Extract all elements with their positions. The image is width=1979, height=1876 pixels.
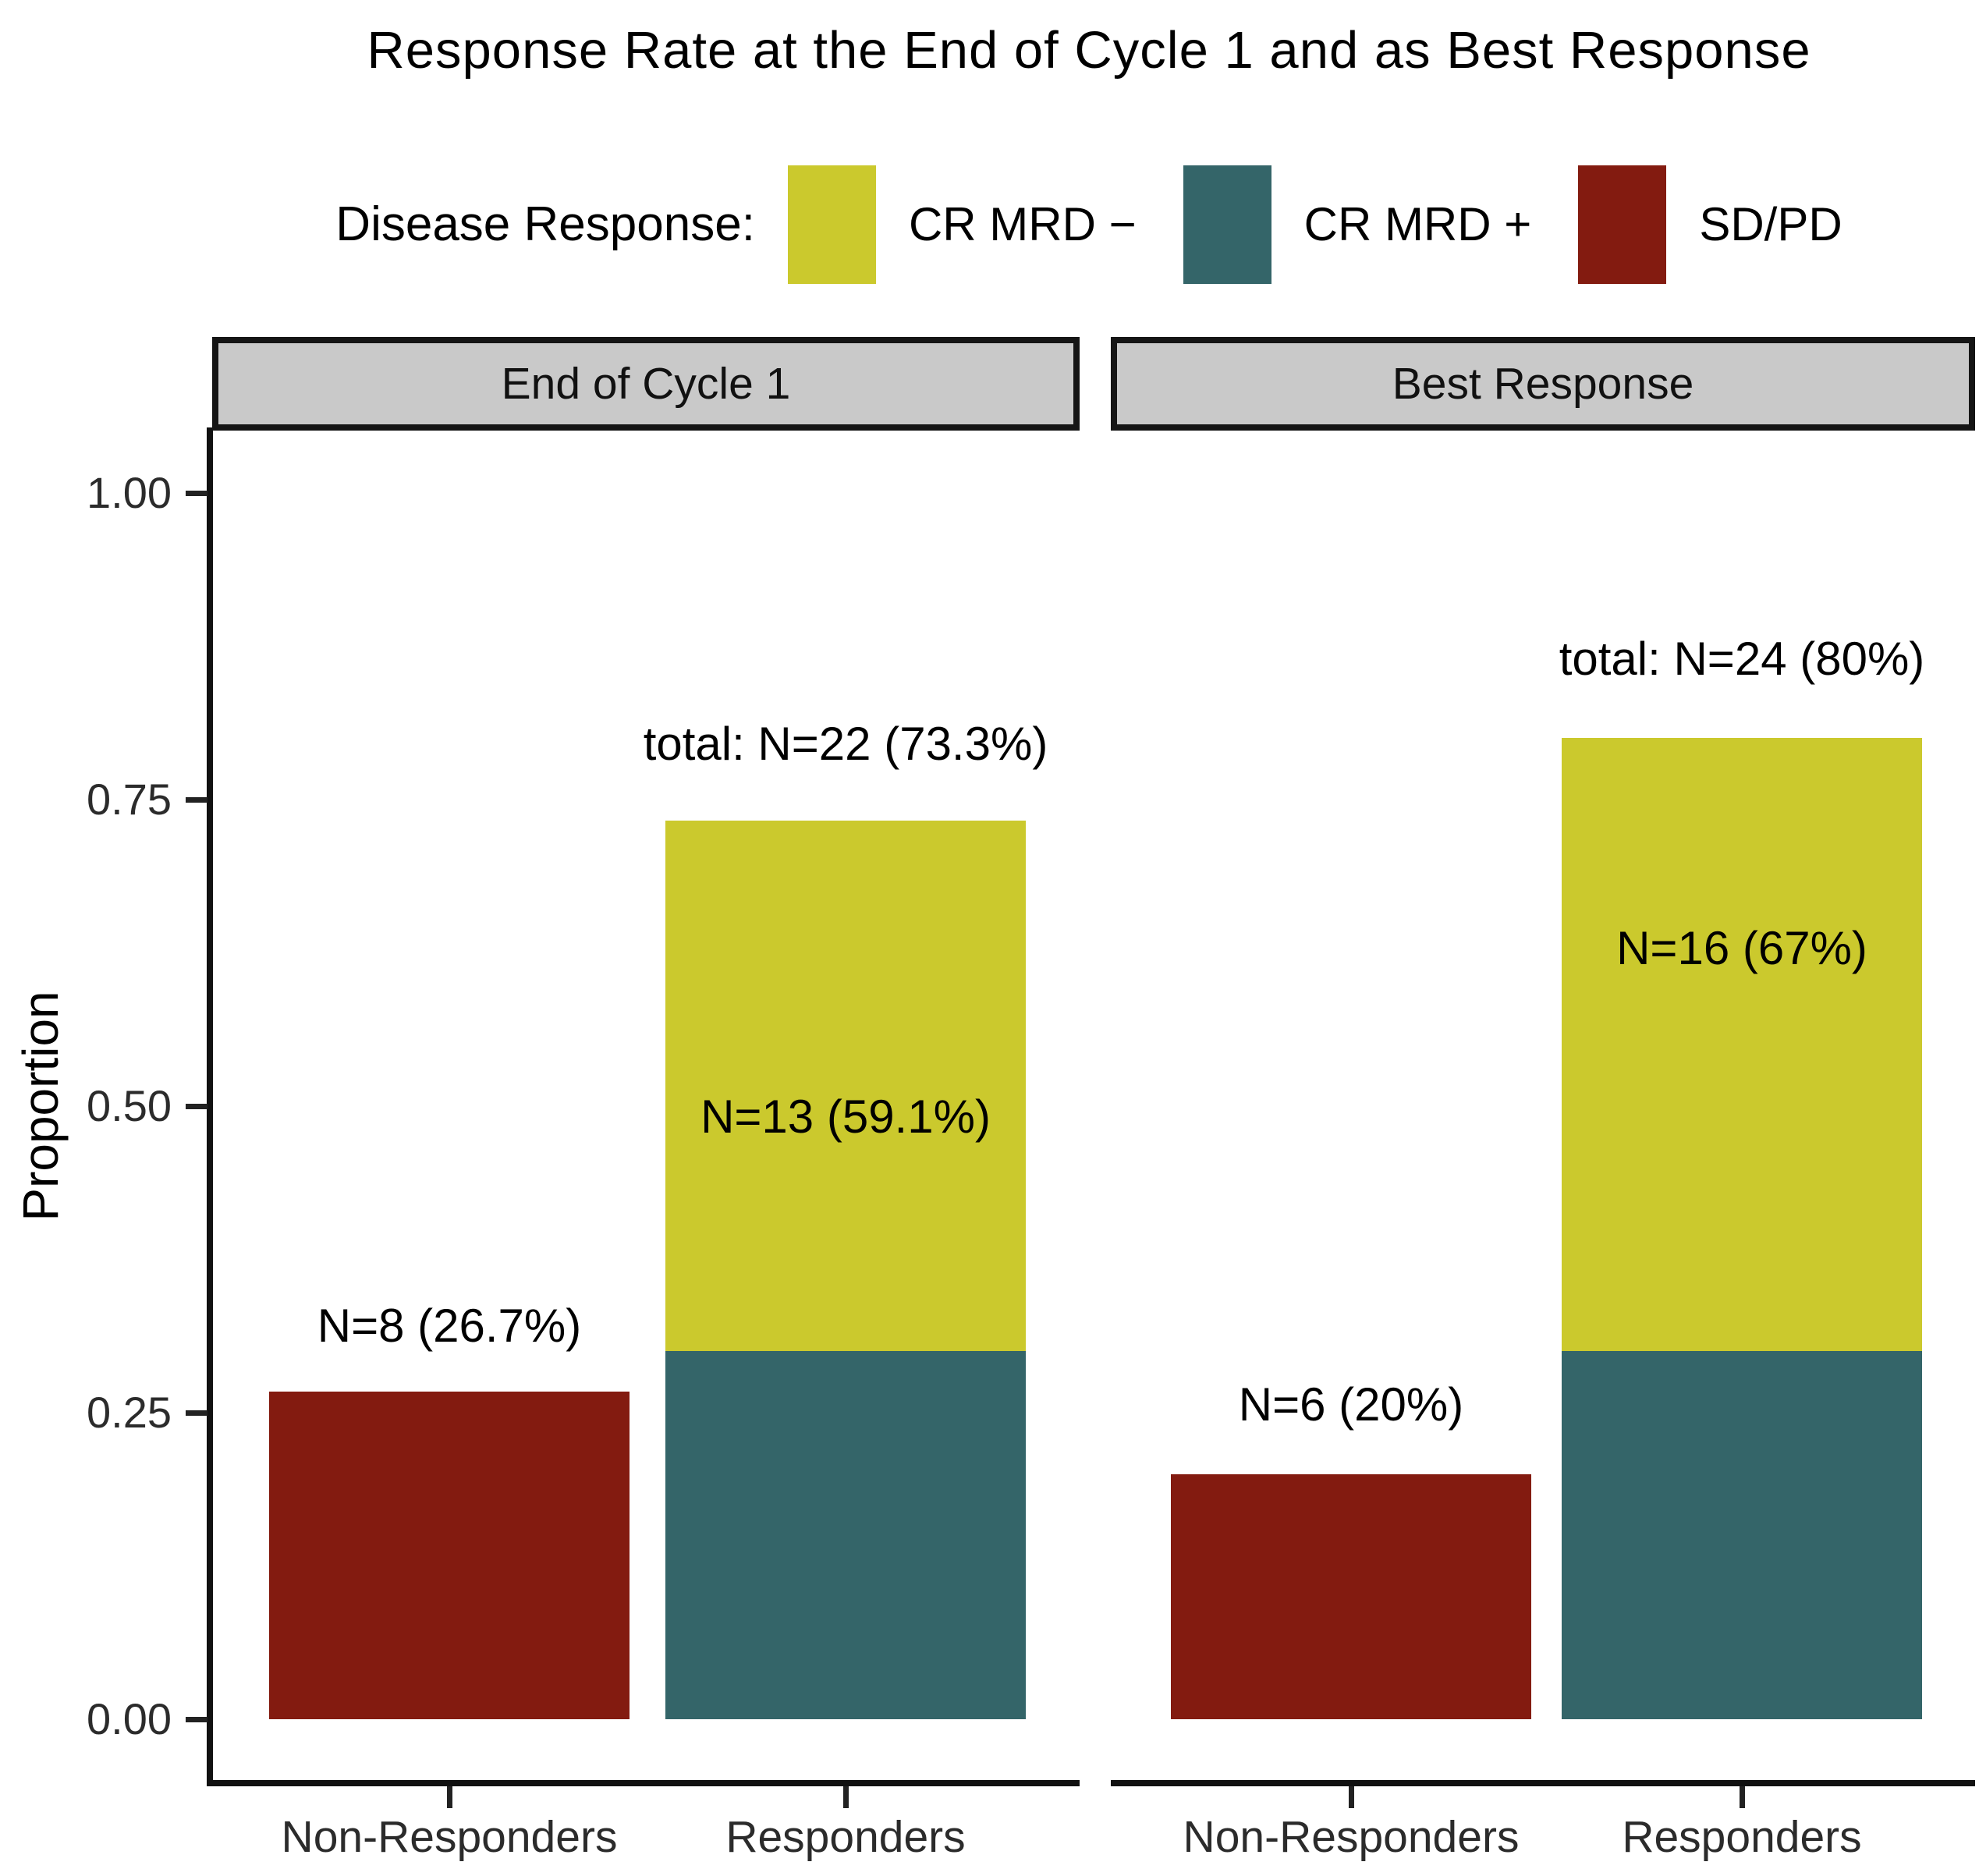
- bar-total-label: N=6 (20%): [1238, 1378, 1464, 1431]
- bar-segment: [665, 820, 1026, 1352]
- segment-label: N=13 (59.1%): [700, 1090, 991, 1143]
- x-tick-label: Responders: [1622, 1812, 1862, 1862]
- y-tick-mark: [186, 1410, 207, 1416]
- y-tick-mark: [186, 1104, 207, 1109]
- legend-entry-label: SD/PD: [1699, 198, 1842, 250]
- y-tick-label: 0.00: [87, 1694, 172, 1743]
- legend-entry: CR MRD +: [1183, 165, 1532, 284]
- legend-items: CR MRD − CR MRD + SD/PD: [787, 165, 1842, 284]
- y-tick-label: 0.25: [87, 1388, 172, 1437]
- y-tick-mark: [186, 491, 207, 496]
- bar-total-label: N=8 (26.7%): [317, 1300, 582, 1353]
- bar-segment: [1562, 738, 1922, 1352]
- facet-strip: Best Response: [1111, 337, 1975, 431]
- x-tick-mark: [1740, 1786, 1745, 1808]
- bar-total-label: total: N=22 (73.3%): [643, 717, 1048, 770]
- x-tick-mark: [447, 1786, 452, 1808]
- y-tick-label: 1.00: [87, 468, 172, 517]
- y-axis-line: [207, 427, 213, 1786]
- legend-swatch-icon: [787, 165, 876, 284]
- x-tick-label: Responders: [725, 1812, 966, 1862]
- chart-title: Response Rate at the End of Cycle 1 and …: [367, 21, 1811, 80]
- facet-strip: End of Cycle 1: [212, 337, 1080, 431]
- y-tick-label: 0.50: [87, 1081, 172, 1130]
- segment-label: N=16 (67%): [1616, 922, 1867, 975]
- y-tick-label: 0.75: [87, 775, 172, 824]
- x-tick-mark: [843, 1786, 849, 1808]
- x-tick-mark: [1349, 1786, 1354, 1808]
- legend-entry: CR MRD −: [787, 165, 1137, 284]
- bar-segment: [269, 1392, 630, 1719]
- legend-swatch-icon: [1183, 165, 1271, 284]
- legend-entry: SD/PD: [1578, 165, 1842, 284]
- x-axis-line-facet1: [207, 1780, 1080, 1786]
- y-tick-mark: [186, 1717, 207, 1722]
- legend-swatch-icon: [1578, 165, 1667, 284]
- x-tick-label: Non-Responders: [1183, 1812, 1520, 1862]
- legend-entry-label: CR MRD +: [1303, 198, 1532, 250]
- legend: Disease Response: CR MRD − CR MRD + SD/PD: [212, 156, 1966, 293]
- bar-segment: [665, 1351, 1026, 1719]
- x-tick-label: Non-Responders: [281, 1812, 618, 1862]
- x-axis-line-facet2: [1111, 1780, 1975, 1786]
- legend-title: Disease Response:: [335, 197, 755, 251]
- y-tick-mark: [186, 797, 207, 803]
- bar-segment: [1171, 1473, 1531, 1719]
- bar-segment: [1562, 1351, 1922, 1719]
- bar-total-label: total: N=24 (80%): [1559, 633, 1925, 686]
- legend-entry-label: CR MRD −: [908, 198, 1137, 250]
